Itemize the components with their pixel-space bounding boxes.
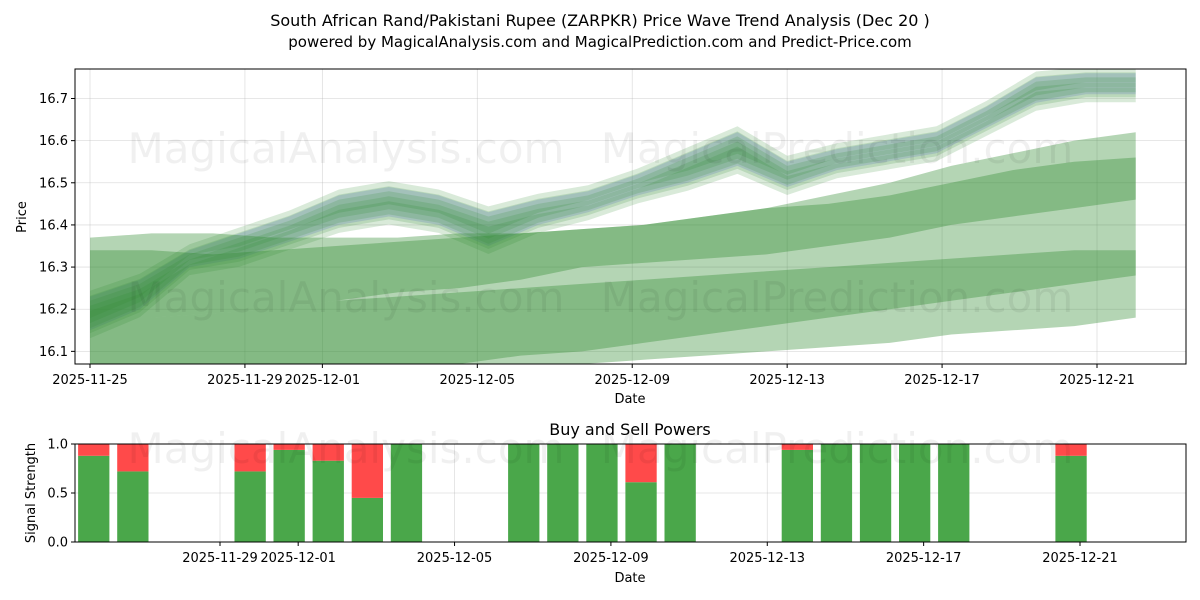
signal-x-tick-label-0: 2025-11-29 [182,551,258,566]
price-y-label: Price [15,201,30,233]
signal-watermarks: MagicalAnalysis.com MagicalPrediction.co… [128,424,1074,473]
chart-title-line2: powered by MagicalAnalysis.com and Magic… [288,33,912,51]
price-watermarks: MagicalAnalysis.com MagicalPrediction.co… [128,124,1074,322]
sell-bar-2025-11-27 [117,444,149,472]
price-band-green-band-low [90,250,1136,364]
signal-x-label: Date [614,571,645,586]
price-x-ticks: 2025-11-25 2025-11-29 2025-12-01 2025-12-05… [52,364,1135,388]
watermark-mid-right: MagicalPrediction.com [601,273,1074,322]
sell-bar-2025-12-01 [273,444,305,450]
price-x-label: Date [614,392,645,407]
price-band-green-band-wide-2 [90,157,1136,318]
price-band-blue-wave-1 [90,73,1136,331]
buy-bar-2025-12-08 [547,444,579,542]
sell-bar-2025-12-02 [312,444,344,461]
buy-bar-2025-12-09 [586,444,618,542]
price-wave-layer-1 [90,82,1136,334]
signal-x-tick-label-4: 2025-12-13 [729,551,805,566]
price-y-tick-label-0: 16.1 [39,345,68,360]
price-grid [75,69,1186,364]
price-y-tick-label-5: 16.6 [39,134,68,149]
price-panel: MagicalAnalysis.com MagicalPrediction.co… [15,68,1187,407]
price-plot-area [75,69,1186,364]
watermark-top-left: MagicalAnalysis.com [128,124,565,173]
price-x-tick-label-5: 2025-12-13 [749,373,825,388]
chart-title-line1: South African Rand/Pakistani Rupee (ZARP… [270,11,930,30]
sell-bar-2025-12-03 [351,444,383,498]
price-x-tick-label-2: 2025-12-01 [285,373,361,388]
price-y-tick-label-3: 16.4 [39,218,68,233]
signal-y-tick-label-2: 1.0 [47,438,68,453]
buy-bar-2025-11-26 [78,455,110,542]
signal-panel-title: Buy and Sell Powers [549,420,711,439]
price-band-green-band-wide-1 [90,132,1136,364]
price-wave-layer-3 [90,72,1136,324]
buy-bar-2025-11-30 [234,471,266,542]
sell-bar-2025-11-30 [234,444,266,472]
signal-panel: Buy and Sell Powers MagicalAnalysis.com … [24,420,1187,586]
sell-bar-2025-12-21 [1055,444,1087,456]
sell-bar-2025-12-14 [781,444,813,450]
buy-bar-2025-12-16 [859,444,892,542]
price-x-tick-label-4: 2025-12-09 [594,373,670,388]
price-x-tick-label-1: 2025-11-29 [207,373,283,388]
buy-bar-2025-12-02 [312,460,344,542]
signal-y-label: Signal Strength [24,443,39,543]
signal-y-tick-label-0: 0.0 [47,536,68,551]
buy-bar-2025-12-04 [390,444,423,542]
price-x-tick-label-6: 2025-12-17 [904,373,980,388]
buy-bar-2025-12-18 [938,444,970,542]
signal-x-ticks: 2025-11-29 2025-12-01 2025-12-05 2025-12-09… [182,542,1118,566]
signal-x-tick-label-3: 2025-12-09 [573,551,649,566]
watermark-bottom-left: MagicalAnalysis.com [128,424,565,473]
buy-bar-2025-12-03 [351,497,383,542]
watermark-bottom-right: MagicalPrediction.com [601,424,1074,473]
buy-bar-2025-12-10 [625,482,657,542]
price-bands [90,69,1136,364]
signal-bars [78,444,1087,542]
watermark-top-right: MagicalPrediction.com [601,124,1074,173]
price-y-tick-label-2: 16.3 [39,261,68,276]
signal-x-tick-label-1: 2025-12-01 [260,551,336,566]
buy-bar-2025-12-07 [508,444,540,542]
price-y-tick-label-1: 16.2 [39,303,68,318]
signal-y-tick-label-1: 0.5 [47,487,68,502]
buy-bar-2025-12-17 [899,444,931,542]
buy-bar-2025-11-27 [117,471,149,542]
buy-bar-2025-12-21 [1055,455,1087,542]
buy-bar-2025-12-15 [820,444,853,542]
signal-y-ticks: 0.0 0.5 1.0 [47,438,75,551]
signal-x-tick-label-2: 2025-12-05 [417,551,493,566]
price-wave-layer-2 [90,77,1136,329]
sell-bar-2025-11-26 [78,444,110,456]
price-y-tick-label-4: 16.5 [39,176,68,191]
signal-x-tick-label-5: 2025-12-17 [886,551,962,566]
buy-bar-2025-12-14 [781,449,813,542]
watermark-mid-left: MagicalAnalysis.com [128,273,565,322]
signal-x-tick-label-6: 2025-12-21 [1042,551,1118,566]
price-y-ticks: 16.1 16.2 16.3 16.4 16.5 16.6 16.7 [39,92,75,360]
price-x-tick-label-0: 2025-11-25 [52,373,128,388]
sell-bar-2025-12-10 [625,444,657,483]
price-x-tick-label-7: 2025-12-21 [1059,373,1135,388]
buy-bar-2025-12-11 [664,444,696,542]
price-wave-layer-0 [90,87,1136,339]
price-x-tick-label-3: 2025-12-05 [440,373,516,388]
price-plot-border [74,68,1187,365]
buy-bar-2025-12-01 [273,449,305,542]
price-y-tick-label-6: 16.7 [39,92,68,107]
